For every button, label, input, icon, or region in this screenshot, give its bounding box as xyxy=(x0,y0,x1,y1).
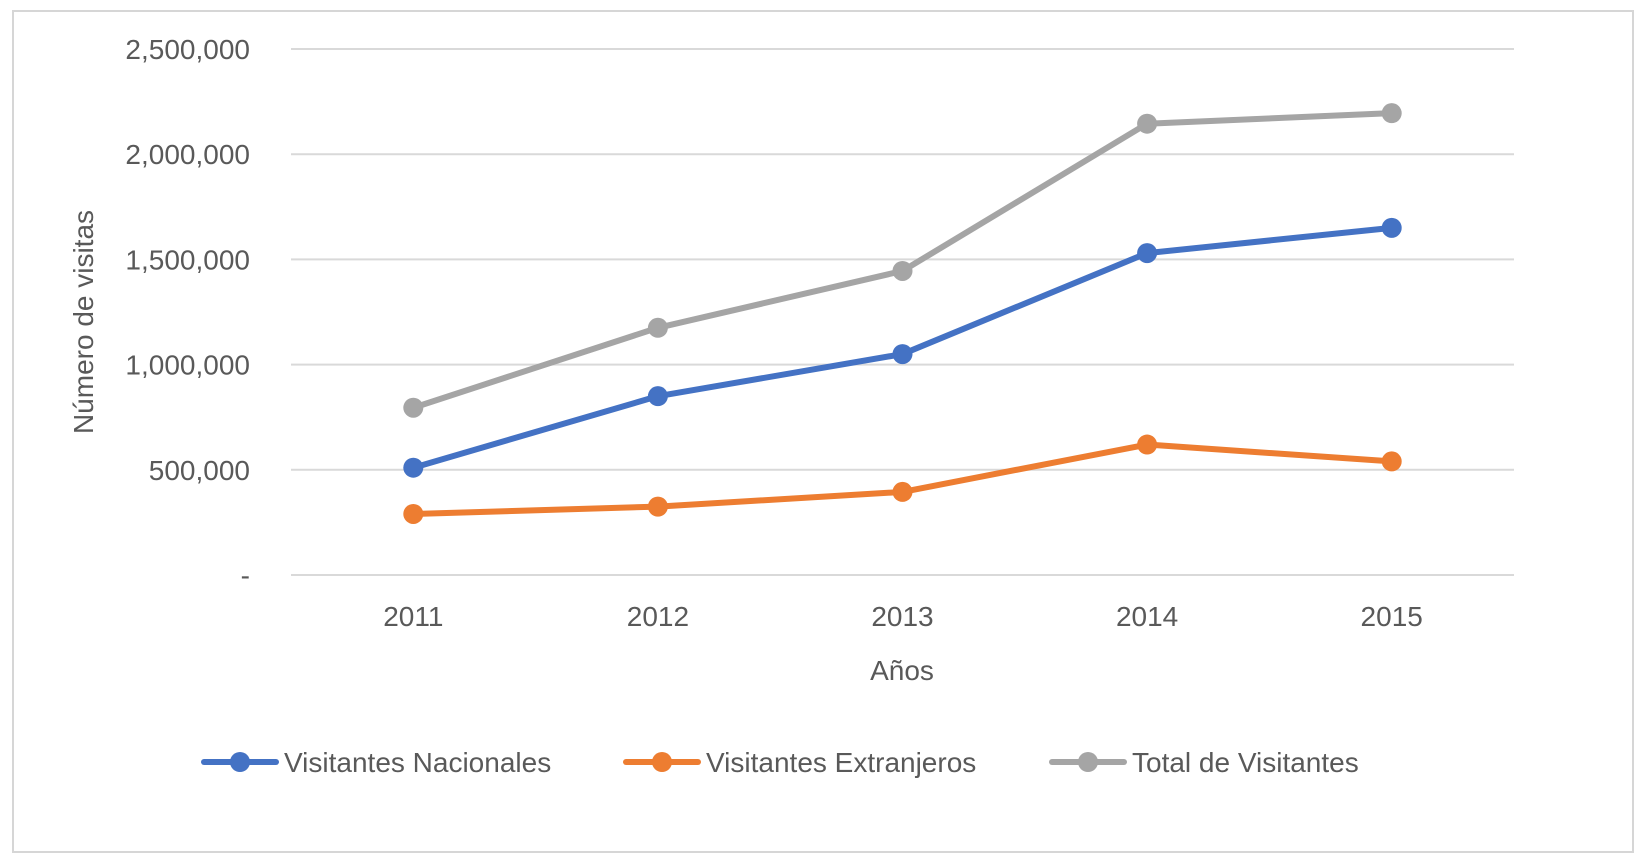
series-lines xyxy=(403,103,1402,524)
series-line xyxy=(410,441,1395,517)
chart-frame: - 500,000 1,000,000 1,500,000 2,000,000 2,500… xyxy=(12,10,1634,853)
legend-label: Visitantes Nacionales xyxy=(284,747,551,778)
legend-swatch-marker xyxy=(230,752,250,772)
data-point-marker xyxy=(403,503,424,524)
y-tick-label: 2,500,000 xyxy=(125,34,250,65)
y-tick-label: 1,500,000 xyxy=(125,244,250,275)
x-tick-label: 2015 xyxy=(1361,601,1423,632)
data-point-marker xyxy=(892,260,913,281)
x-tick-labels: 2011 2012 2013 2014 2015 xyxy=(383,601,1423,632)
data-point-marker xyxy=(1137,113,1158,134)
x-tick-label: 2012 xyxy=(627,601,689,632)
data-point-marker xyxy=(1381,451,1402,472)
line-chart: - 500,000 1,000,000 1,500,000 2,000,000 2,500… xyxy=(68,34,1514,778)
legend-swatch-marker xyxy=(1078,752,1098,772)
data-point-marker xyxy=(403,457,424,478)
legend-label: Visitantes Extranjeros xyxy=(706,747,976,778)
x-tick-label: 2014 xyxy=(1116,601,1178,632)
y-tick-label: 1,000,000 xyxy=(125,350,250,381)
y-tick-labels: - 500,000 1,000,000 1,500,000 2,000,000 2,500… xyxy=(125,34,250,591)
data-point-marker xyxy=(1381,103,1402,124)
legend-swatch-marker xyxy=(652,752,672,772)
y-tick-label: 500,000 xyxy=(149,455,250,486)
y-tick-label: - xyxy=(241,560,250,591)
x-axis-label: Años xyxy=(870,655,934,686)
data-point-marker xyxy=(647,386,668,407)
y-tick-label: 2,000,000 xyxy=(125,139,250,170)
data-point-marker xyxy=(647,496,668,517)
x-tick-label: 2011 xyxy=(383,601,443,632)
data-point-marker xyxy=(1137,243,1158,264)
legend: Visitantes Nacionales Visitantes Extranje… xyxy=(201,747,1359,778)
data-point-marker xyxy=(892,344,913,365)
data-point-marker xyxy=(1381,217,1402,238)
data-point-marker xyxy=(647,317,668,338)
gridlines xyxy=(291,48,1514,576)
legend-label: Total de Visitantes xyxy=(1132,747,1359,778)
y-axis-label: Número de visitas xyxy=(68,210,99,434)
data-point-marker xyxy=(1137,434,1158,455)
data-point-marker xyxy=(403,397,424,418)
x-tick-label: 2013 xyxy=(871,601,933,632)
data-point-marker xyxy=(892,481,913,502)
